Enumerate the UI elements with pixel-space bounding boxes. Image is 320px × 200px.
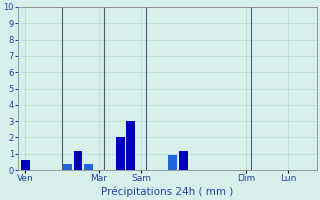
Bar bbox=[63, 164, 72, 170]
Bar bbox=[21, 160, 30, 170]
X-axis label: Précipitations 24h ( mm ): Précipitations 24h ( mm ) bbox=[101, 186, 234, 197]
Bar bbox=[84, 164, 93, 170]
Bar bbox=[116, 137, 124, 170]
Bar bbox=[74, 151, 83, 170]
Bar bbox=[168, 155, 177, 170]
Bar bbox=[126, 121, 135, 170]
Bar bbox=[179, 151, 188, 170]
